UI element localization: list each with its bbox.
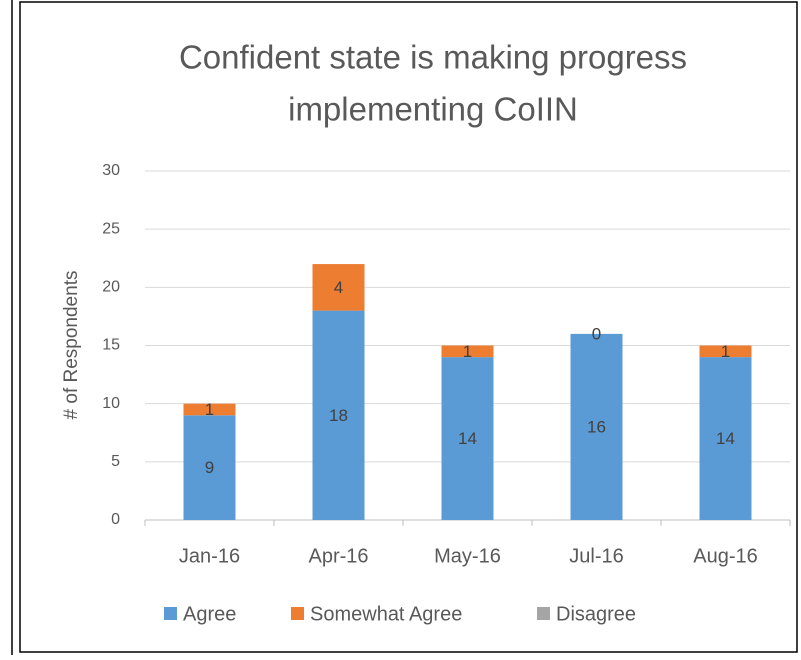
bar-segment (570, 333, 623, 520)
data-label: 9 (205, 458, 214, 477)
bar-segment (441, 345, 494, 358)
data-label: 14 (458, 429, 477, 448)
chart-title: implementing CoIIN (288, 91, 578, 128)
data-label: 1 (205, 400, 214, 419)
legend-swatch (291, 607, 304, 620)
legend-swatch (537, 607, 550, 620)
y-tick-label: 30 (102, 162, 120, 179)
bar-segment (699, 345, 752, 358)
data-label: 16 (587, 417, 606, 436)
x-tick-label: May-16 (434, 545, 501, 567)
bar-segment (312, 264, 365, 311)
data-label: 4 (334, 278, 343, 297)
y-tick-label: 5 (111, 453, 120, 470)
chart-title: Confident state is making progress (179, 39, 687, 76)
y-tick-label: 25 (102, 220, 120, 237)
bar-segment (183, 403, 236, 416)
legend-label: Somewhat Agree (310, 603, 462, 625)
data-label: 1 (721, 342, 730, 361)
x-tick-label: Jul-16 (569, 545, 623, 567)
y-tick-label: 20 (102, 279, 120, 296)
x-tick-label: Aug-16 (693, 545, 758, 567)
legend-label: Disagree (556, 603, 636, 625)
y-tick-label: 10 (102, 395, 120, 412)
y-tick-label: 15 (102, 337, 120, 354)
data-label: 0 (592, 324, 601, 343)
y-axis-title: # of Respondents (61, 271, 82, 420)
bar-segment (441, 357, 494, 520)
bar-segment (312, 310, 365, 520)
data-label: 14 (716, 429, 735, 448)
data-label: 18 (329, 406, 348, 425)
legend-label: Agree (183, 603, 236, 625)
y-tick-label: 0 (111, 511, 120, 528)
chart-frame (19, 1, 798, 653)
x-tick-label: Jan-16 (179, 545, 240, 567)
x-tick-label: Apr-16 (308, 545, 368, 567)
bar-segment (699, 357, 752, 520)
data-label: 1 (463, 342, 472, 361)
bar-segment (183, 415, 236, 520)
legend-swatch (164, 607, 177, 620)
